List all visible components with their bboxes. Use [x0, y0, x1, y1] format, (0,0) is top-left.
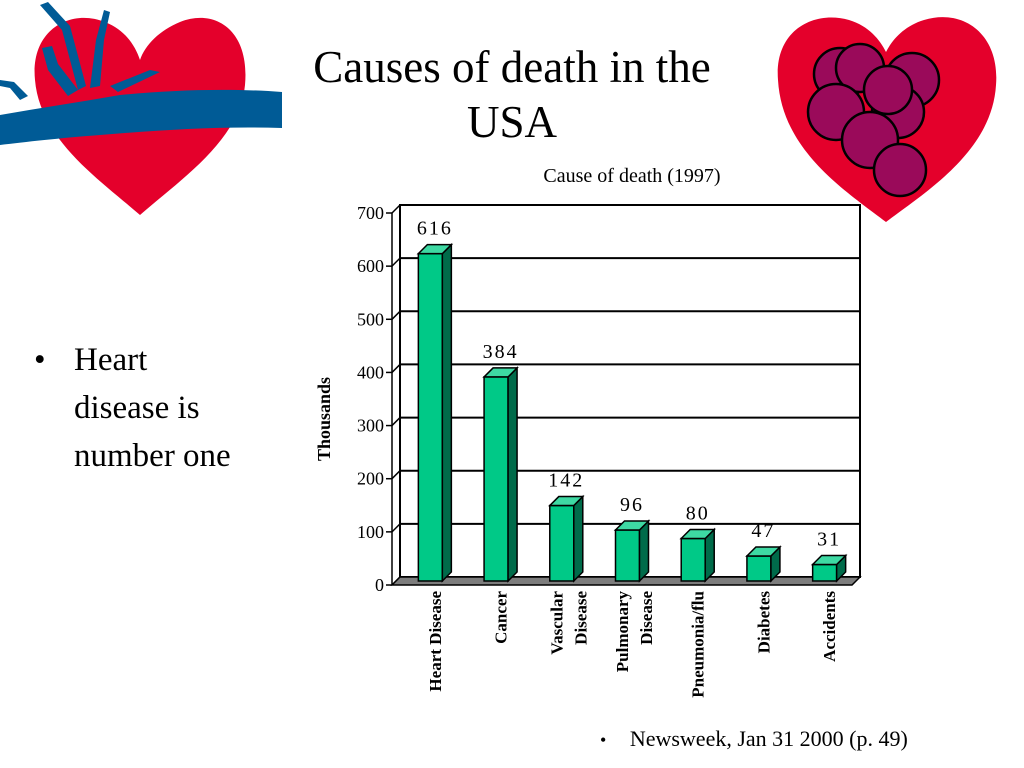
x-tick-label: Disease — [637, 591, 656, 645]
bar-top — [679, 528, 717, 540]
bullet-line-3: number one — [74, 438, 231, 474]
data-label: 47 — [751, 520, 775, 542]
heart-with-blue-vessel-icon — [0, 2, 282, 215]
x-tick-label: Cancer — [492, 591, 511, 644]
data-label: 80 — [686, 502, 710, 524]
bullet-marker: • — [34, 342, 46, 378]
bar-top — [482, 367, 519, 378]
slide-title: Causes of death in the USA — [262, 40, 762, 150]
bar — [811, 563, 838, 582]
bullet-text: Heart disease is number one — [74, 336, 304, 480]
data-label: 31 — [817, 529, 841, 551]
source-text: Newsweek, Jan 31 2000 (p. 49) — [629, 726, 908, 751]
y-tick-connector — [391, 417, 401, 427]
bar-side — [507, 366, 518, 583]
y-tick-label: 600 — [357, 256, 384, 276]
chart-title: Cause of death (1997) — [543, 165, 720, 187]
y-axis-label: Thousands — [314, 377, 334, 461]
y-tick-connector — [391, 363, 401, 373]
y-tick-label: 0 — [375, 575, 384, 595]
data-label: 616 — [417, 218, 453, 240]
slide-title-line-2: USA — [466, 97, 558, 147]
bar — [549, 504, 575, 582]
x-tick-label: Disease — [571, 591, 590, 645]
data-label: 142 — [548, 470, 584, 492]
blood-cells-shape — [806, 42, 941, 198]
bar — [746, 555, 772, 582]
bar-top — [416, 243, 454, 255]
y-tick-label: 100 — [357, 522, 384, 542]
blood-vessel-shape — [0, 2, 282, 145]
slide-title-line-1: Causes of death in the — [313, 42, 711, 92]
x-tick-label: Vascular — [547, 591, 566, 655]
x-tick-label: Heart Disease — [426, 591, 445, 692]
y-tick-label: 700 — [357, 203, 384, 223]
bar-side — [441, 242, 453, 583]
bar-top — [547, 495, 585, 507]
y-tick-label: 500 — [357, 309, 384, 329]
bar — [680, 537, 706, 582]
bar — [417, 252, 444, 582]
x-tick-label: Diabetes — [754, 591, 773, 654]
plot-area — [399, 204, 861, 578]
source-bullet-marker: • — [600, 730, 607, 750]
y-tick-label: 400 — [357, 362, 384, 382]
y-tick-connector — [391, 470, 401, 480]
bar-side — [638, 519, 650, 583]
bar-top — [613, 520, 651, 531]
y-tick-connector — [391, 310, 401, 320]
bar — [614, 529, 641, 582]
data-label: 96 — [620, 494, 644, 516]
bullet-line-2: disease is — [74, 390, 200, 426]
y-tick-connector — [391, 523, 401, 533]
source-citation: • Newsweek, Jan 31 2000 (p. 49) — [600, 726, 908, 752]
y-tick-label: 200 — [357, 469, 384, 489]
heart-with-purple-cells-icon — [777, 17, 997, 223]
bar-side — [573, 494, 584, 583]
x-tick-label: Pneumonia/flu — [689, 591, 708, 698]
bar-top — [745, 546, 782, 557]
x-tick-label: Accidents — [820, 591, 839, 662]
y-tick-connector — [391, 204, 401, 214]
x-tick-label: Pulmonary — [613, 591, 632, 673]
bar-top — [810, 554, 848, 566]
y-tick-label: 300 — [357, 416, 384, 436]
data-label: 384 — [483, 341, 519, 363]
y-tick-connector — [391, 257, 401, 267]
bar — [483, 376, 509, 582]
bullet-line-1: Heart — [74, 342, 148, 378]
